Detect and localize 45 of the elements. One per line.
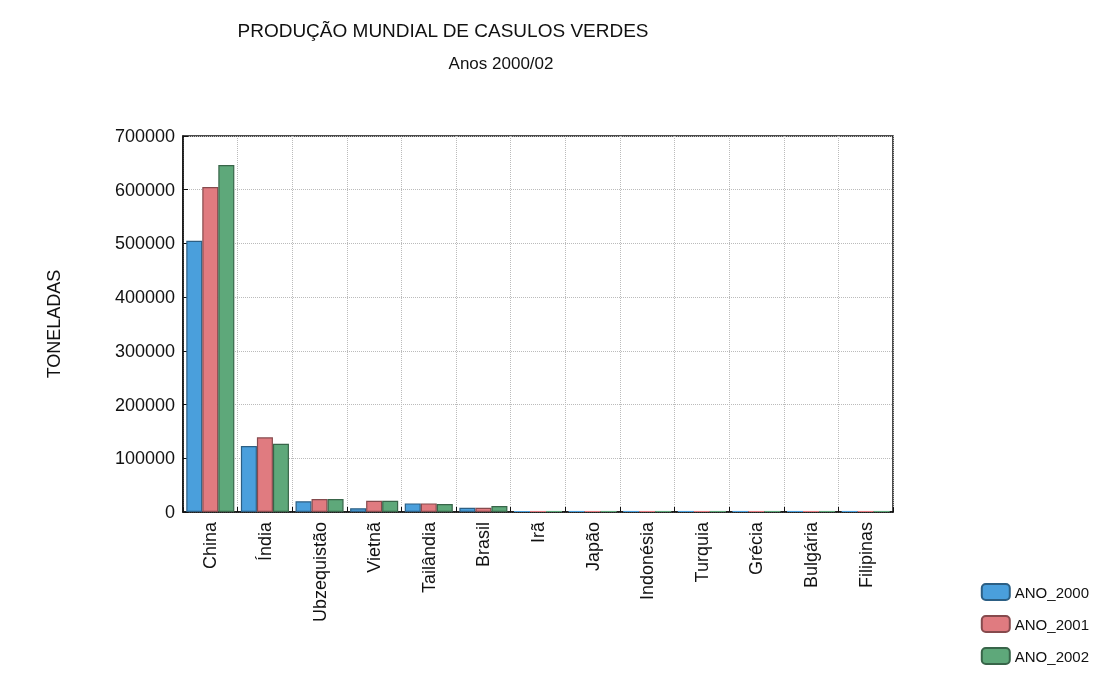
- bar: [382, 500, 399, 512]
- x-tick-label: Ubzequistão: [309, 522, 330, 623]
- bar: [366, 500, 383, 512]
- x-tick-label: Filipinas: [855, 522, 876, 589]
- bar: [256, 437, 273, 512]
- x-tick-label: Japão: [582, 522, 603, 572]
- bar: [272, 443, 289, 512]
- x-tick-label: Vietnã: [364, 521, 385, 573]
- x-tick-label: Índia: [254, 521, 275, 562]
- y-tick-label: 400000: [114, 287, 175, 308]
- x-tick-label: Turquia: [691, 521, 712, 583]
- bar: [186, 240, 203, 512]
- y-tick-label: 500000: [114, 233, 175, 254]
- bar: [202, 187, 219, 512]
- y-tick-label: 600000: [114, 179, 175, 200]
- bar: [350, 508, 367, 512]
- y-tick-label: 300000: [114, 340, 175, 361]
- x-tick-label: Indonésia: [637, 521, 658, 601]
- legend-label: ANO_2000: [1014, 583, 1089, 601]
- bar: [420, 503, 437, 512]
- bar: [436, 503, 453, 512]
- x-tick-label: Tailândia: [418, 521, 439, 594]
- bar: [404, 503, 421, 512]
- y-tick-label: 200000: [114, 394, 175, 415]
- x-tick-label: Irã: [528, 521, 548, 544]
- x-tick-label: Grécia: [746, 521, 767, 576]
- bar: [295, 501, 312, 512]
- bar: [240, 445, 257, 512]
- bar: [459, 507, 476, 512]
- bar: [218, 165, 235, 512]
- x-tick-label: China: [200, 521, 221, 570]
- chart-subtitle: Anos 2000/02: [448, 54, 554, 73]
- y-tick-label: 0: [164, 502, 175, 522]
- y-tick-label: 700000: [114, 126, 175, 146]
- bar: [491, 506, 508, 512]
- chart-title: PRODUÇÃO MUNDIAL DE CASULOS VERDES: [237, 20, 649, 41]
- x-tick-label: Bulgária: [801, 521, 822, 589]
- bar: [311, 499, 328, 512]
- legend-label: ANO_2001: [1014, 615, 1089, 633]
- bar: [327, 499, 344, 512]
- bar: [475, 507, 492, 512]
- legend-label: ANO_2002: [1014, 647, 1089, 665]
- y-tick-label: 100000: [114, 448, 175, 469]
- y-axis-title: TONELADAS: [44, 269, 64, 379]
- x-tick-label: Brasil: [473, 522, 494, 568]
